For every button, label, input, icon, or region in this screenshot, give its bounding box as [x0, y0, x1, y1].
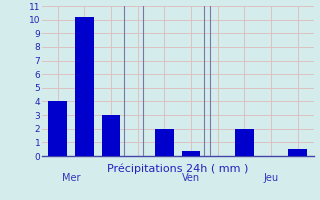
- Bar: [182, 151, 200, 156]
- Bar: [235, 129, 254, 156]
- Text: Mer: Mer: [62, 173, 80, 183]
- Text: Ven: Ven: [182, 173, 200, 183]
- Bar: [75, 17, 94, 156]
- Text: Jeu: Jeu: [263, 173, 278, 183]
- X-axis label: Précipitations 24h ( mm ): Précipitations 24h ( mm ): [107, 164, 248, 174]
- Bar: [288, 149, 307, 156]
- Bar: [102, 115, 120, 156]
- Bar: [48, 101, 67, 156]
- Bar: [155, 129, 173, 156]
